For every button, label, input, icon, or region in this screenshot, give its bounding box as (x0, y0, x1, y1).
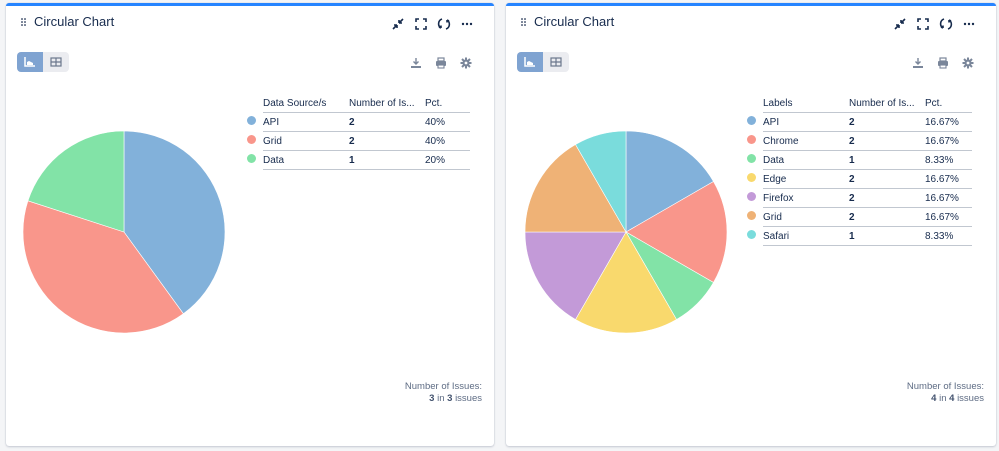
more-icon[interactable] (957, 15, 980, 33)
legend-dot-icon (247, 154, 256, 163)
pie-slice-safari[interactable] (575, 130, 627, 234)
header-pct[interactable]: Pct. (925, 98, 943, 109)
refresh-icon[interactable] (934, 15, 957, 33)
header-count[interactable]: Number of Is... (349, 98, 415, 109)
drag-handle-icon[interactable] (521, 18, 527, 26)
settings-icon[interactable] (453, 56, 478, 70)
legend-dot-icon (247, 116, 256, 125)
legend-table: Labels Number of Is... Pct. API 2 16.67%… (744, 94, 972, 246)
legend-row[interactable]: Edge 2 16.67% (744, 170, 972, 189)
table-icon (50, 57, 62, 67)
card-title: Circular Chart (534, 14, 615, 29)
refresh-icon[interactable] (432, 15, 455, 33)
pie-slice-chrome[interactable] (625, 181, 728, 283)
table-view-button[interactable] (543, 52, 569, 72)
legend-dot-icon (747, 116, 756, 125)
print-icon[interactable] (428, 56, 453, 70)
table-icon (550, 57, 562, 67)
view-toggle (517, 52, 569, 72)
legend-row[interactable]: Data 1 8.33% (744, 151, 972, 170)
pie-chart (524, 130, 728, 334)
chart-view-button[interactable] (517, 52, 543, 72)
chart-icon (524, 57, 535, 67)
circular-chart-card-2: Circular Chart (506, 3, 996, 446)
pie-slice-edge[interactable] (575, 231, 677, 334)
view-toggle (17, 52, 69, 72)
collapse-icon[interactable] (888, 15, 911, 33)
chart-view-button[interactable] (17, 52, 43, 72)
pie-slice-firefox[interactable] (524, 231, 627, 320)
header-count[interactable]: Number of Is... (849, 98, 915, 109)
more-icon[interactable] (455, 15, 478, 33)
settings-icon[interactable] (955, 56, 980, 70)
legend-dot-icon (747, 230, 756, 239)
pie-slice-api[interactable] (123, 130, 226, 315)
card-title: Circular Chart (34, 14, 115, 29)
drag-handle-icon[interactable] (21, 18, 27, 26)
header-pct[interactable]: Pct. (425, 98, 443, 109)
chart-tools (403, 56, 478, 70)
print-icon[interactable] (930, 56, 955, 70)
fullscreen-icon[interactable] (911, 15, 934, 33)
legend-row[interactable]: API 2 16.67% (744, 113, 972, 132)
circular-chart-card-1: Circular Chart (6, 3, 494, 446)
pie-slice-api[interactable] (625, 130, 714, 233)
legend-dot-icon (747, 211, 756, 220)
legend-row[interactable]: Firefox 2 16.67% (744, 189, 972, 208)
download-icon[interactable] (905, 56, 930, 70)
legend-row[interactable]: Chrome 2 16.67% (744, 132, 972, 151)
legend-row[interactable]: API 2 40% (244, 113, 470, 132)
legend-dot-icon (247, 135, 256, 144)
card-header-actions (888, 15, 980, 33)
pie-slice-grid[interactable] (524, 144, 627, 233)
legend-row[interactable]: Data 1 20% (244, 151, 470, 170)
fullscreen-icon[interactable] (409, 15, 432, 33)
legend-dot-icon (747, 154, 756, 163)
table-view-button[interactable] (43, 52, 69, 72)
header-label[interactable]: Data Source/s (263, 98, 327, 109)
issue-count-summary: Number of Issues: 4 in 4 issues (906, 381, 984, 404)
collapse-icon[interactable] (386, 15, 409, 33)
legend-row[interactable]: Grid 2 40% (244, 132, 470, 151)
issue-count-summary: Number of Issues: 3 in 3 issues (404, 381, 482, 404)
chart-icon (24, 57, 35, 67)
chart-tools (905, 56, 980, 70)
legend-dot-icon (747, 192, 756, 201)
legend-table: Data Source/s Number of Is... Pct. API 2… (244, 94, 470, 170)
card-header-actions (386, 15, 478, 33)
legend-dot-icon (747, 135, 756, 144)
pie-slice-grid[interactable] (22, 200, 184, 334)
download-icon[interactable] (403, 56, 428, 70)
header-label[interactable]: Labels (763, 98, 793, 109)
pie-chart (22, 130, 226, 334)
legend-row[interactable]: Safari 1 8.33% (744, 227, 972, 246)
legend-header: Labels Number of Is... Pct. (744, 94, 972, 113)
legend-row[interactable]: Grid 2 16.67% (744, 208, 972, 227)
legend-header: Data Source/s Number of Is... Pct. (244, 94, 470, 113)
pie-slice-data[interactable] (27, 130, 125, 233)
legend-dot-icon (747, 173, 756, 182)
